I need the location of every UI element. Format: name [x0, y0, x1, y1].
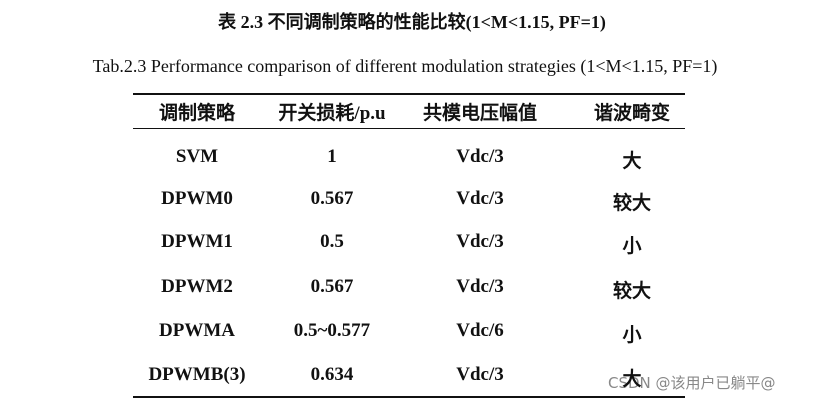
caption-en: Tab.2.3 Performance comparison of differ…	[92, 56, 718, 76]
header-rule	[133, 128, 685, 129]
table-cell: 0.5~0.577	[293, 320, 371, 341]
table-cell: 小	[622, 325, 642, 346]
table-cell: 0.567	[310, 276, 354, 297]
table-cell: 小	[622, 236, 642, 257]
table-cell: DPWM0	[161, 188, 233, 209]
table-cell: 大	[622, 151, 642, 172]
table-cell: Vdc/3	[456, 146, 504, 167]
header-cell: 共模电压幅值	[422, 103, 538, 124]
caption-zh: 表 2.3 不同调制策略的性能比较(1<M<1.15, PF=1)	[218, 12, 606, 32]
bottom-rule	[133, 396, 685, 398]
table-cell: 1	[327, 146, 337, 167]
header-cell: 开关损耗/p.u	[278, 103, 386, 124]
table-cell: 0.5	[320, 231, 344, 252]
table-cell: Vdc/3	[456, 231, 504, 252]
table-cell: 较大	[612, 193, 652, 214]
table-cell: SVM	[175, 146, 219, 167]
table-cell: DPWM2	[161, 276, 233, 297]
header-cell: 调制策略	[158, 103, 236, 124]
table-cell: 大	[622, 369, 642, 390]
table-cell: DPWM1	[161, 231, 233, 252]
header-cell: 谐波畸变	[593, 103, 671, 124]
watermark: CSDN @该用户已躺平@	[608, 374, 776, 392]
top-rule	[133, 93, 685, 95]
table-cell: 0.634	[310, 364, 354, 385]
table-cell: DPWMB(3)	[148, 364, 246, 385]
table-cell: Vdc/3	[456, 364, 504, 385]
table-cell: 较大	[612, 281, 652, 302]
table-cell: Vdc/3	[456, 188, 504, 209]
table-cell: Vdc/3	[456, 276, 504, 297]
table-cell: Vdc/6	[456, 320, 504, 341]
table-cell: 0.567	[310, 188, 354, 209]
table-cell: DPWMA	[159, 320, 235, 341]
